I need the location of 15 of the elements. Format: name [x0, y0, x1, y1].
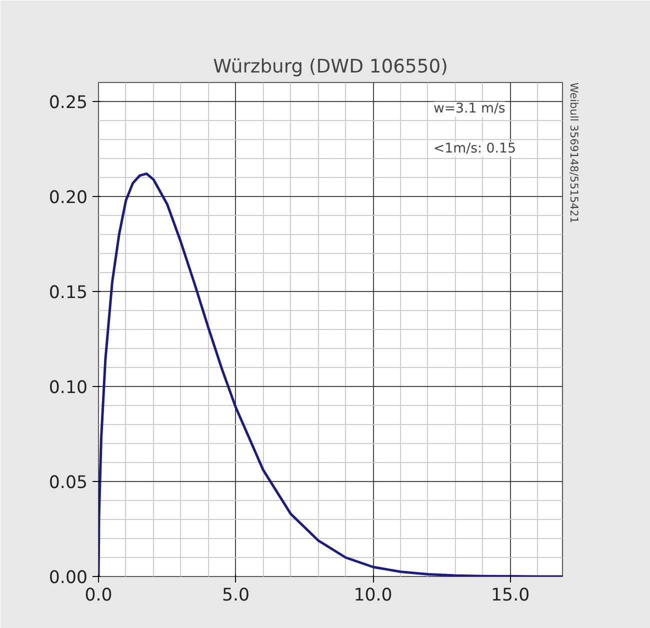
annotation: w=3.1 m/s: [433, 102, 506, 117]
y-tick-label: 0.05: [48, 473, 88, 493]
x-tick-label: 10.0: [354, 586, 392, 606]
y-tick-label: 0.15: [48, 283, 88, 303]
text: Weibull 3569148/5515421: [568, 82, 580, 224]
y-tick-label: 0.00: [48, 568, 88, 588]
y-tick-label: 0.10: [48, 378, 88, 398]
x-tick-label: 5.0: [222, 586, 250, 606]
y-tick-label: 0.25: [48, 93, 88, 113]
x-tick-label: 15.0: [491, 586, 530, 606]
chart-title: Würzburg (DWD 106550): [213, 56, 448, 78]
annotation: <1m/s: 0.15: [433, 142, 516, 157]
line-series: [98, 172, 562, 576]
x-tick-label: 0.0: [84, 586, 112, 606]
y-tick-label: 0.20: [48, 188, 88, 208]
